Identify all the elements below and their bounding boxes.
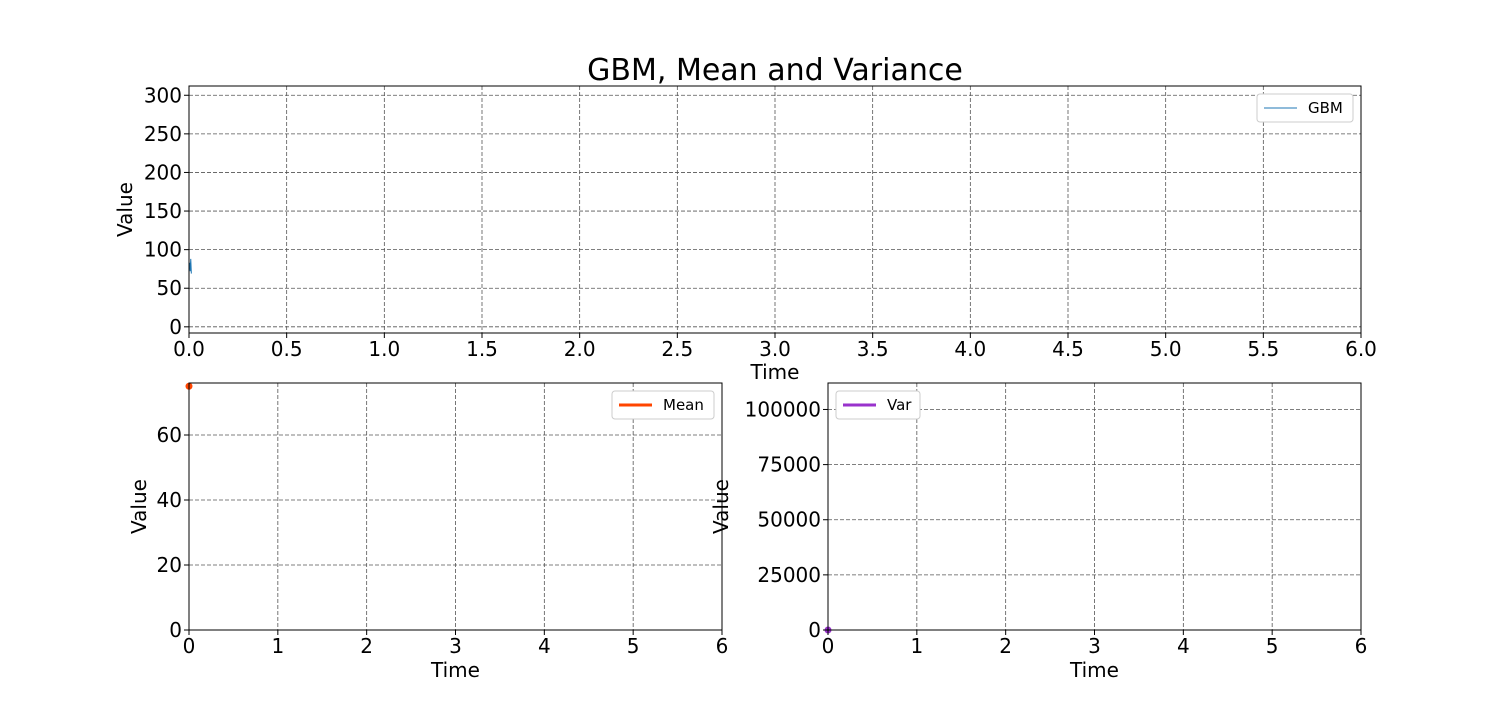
y-tick-label: 50000 (757, 508, 821, 532)
subplot-gbm: 0.0 0.5 1.0 1.5 2.0 2.5 3.0 3.5 4.0 4.5 5.0 5.5 6.0 0… (113, 83, 1377, 384)
y-tick-label: 0 (169, 315, 182, 339)
x-tick-label: 6 (1355, 634, 1368, 658)
y-tick-label: 100 (144, 238, 182, 262)
y-axis-label: Value (127, 479, 151, 534)
x-tick-label: 0.0 (173, 337, 205, 361)
x-tick-label: 5 (1266, 634, 1279, 658)
y-tick-label: 200 (144, 160, 182, 184)
x-tick-label: 2.0 (564, 337, 596, 361)
x-tick-label: 6.0 (1345, 337, 1377, 361)
legend-mean: Mean (611, 390, 715, 420)
y-tick-label: 150 (144, 199, 182, 223)
y-tick-label: 60 (157, 423, 182, 447)
x-tick-label: 2 (360, 634, 373, 658)
legend-box (835, 390, 921, 420)
legend-box (1256, 93, 1354, 123)
x-tick-label: 0.5 (271, 337, 303, 361)
x-tick-label: 3 (1088, 634, 1101, 658)
y-tick-label: 250 (144, 122, 182, 146)
grid-mean (188, 383, 723, 631)
x-tick-label: 3.5 (857, 337, 889, 361)
legend-box (611, 390, 715, 420)
x-tick-label: 1 (910, 634, 923, 658)
legend-label: GBM (1308, 99, 1343, 117)
x-tick-label: 1.0 (368, 337, 400, 361)
x-tick-label: 4 (538, 634, 551, 658)
grid-gbm (188, 86, 1362, 333)
subplot-var: 0 1 2 3 4 5 6 0 25000 50000 75000 100000 Time Value Va… (709, 382, 1368, 682)
y-tick-label: 0 (169, 618, 182, 642)
x-tick-label: 5.0 (1150, 337, 1182, 361)
x-axis-label: Time (1069, 658, 1119, 682)
y-tick-label: 40 (157, 488, 182, 512)
y-axis-label: Value (709, 479, 733, 534)
grid-var (827, 383, 1362, 631)
x-tick-label: 4 (1177, 634, 1190, 658)
x-tick-label: 3 (449, 634, 462, 658)
y-tick-label: 0 (808, 618, 821, 642)
y-tick-label: 50 (157, 276, 182, 300)
x-axis-label: Time (430, 658, 480, 682)
x-tick-label: 0 (183, 634, 196, 658)
figure-title: GBM, Mean and Variance (587, 53, 963, 88)
x-tick-label: 0 (822, 634, 835, 658)
y-tick-label: 75000 (757, 453, 821, 477)
y-axis-label: Value (113, 182, 137, 237)
x-tick-label: 1 (271, 634, 284, 658)
y-tick-label: 100000 (745, 397, 821, 421)
x-tick-label: 1.5 (466, 337, 498, 361)
y-tick-label: 300 (144, 83, 182, 107)
x-tick-label: 5 (627, 634, 640, 658)
x-tick-label: 2 (999, 634, 1012, 658)
x-tick-label: 4.0 (954, 337, 986, 361)
x-tick-label: 5.5 (1247, 337, 1279, 361)
x-tick-label: 4.5 (1052, 337, 1084, 361)
legend-gbm: GBM (1256, 93, 1354, 123)
x-tick-label: 3.0 (759, 337, 791, 361)
x-tick-label: 6 (716, 634, 729, 658)
y-tick-label: 25000 (757, 563, 821, 587)
legend-var: Var (835, 390, 921, 420)
legend-label: Mean (663, 396, 704, 414)
x-tick-label: 2.5 (661, 337, 693, 361)
y-tick-label: 20 (157, 553, 182, 577)
x-axis-label: Time (750, 360, 800, 384)
legend-label: Var (887, 396, 912, 414)
